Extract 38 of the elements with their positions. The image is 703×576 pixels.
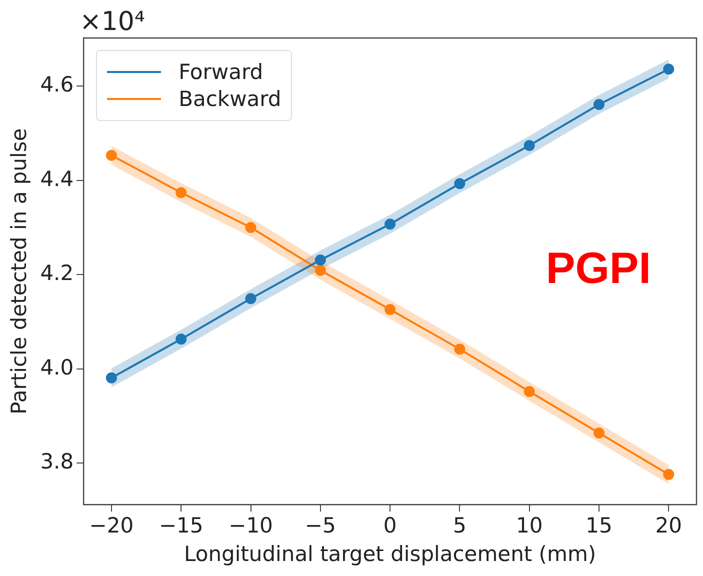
x-tick-label: 10 <box>516 514 543 538</box>
y-tick-label: 3.8 <box>40 450 74 474</box>
x-tick-label: 20 <box>655 514 682 538</box>
x-tick-label: −10 <box>228 514 273 538</box>
legend-label: Backward <box>178 87 282 111</box>
y-tick-label: 4.6 <box>40 72 74 97</box>
point <box>454 344 466 355</box>
point <box>593 427 604 438</box>
y-tick-label: 4.0 <box>40 355 74 380</box>
x-tick-label: 15 <box>586 514 612 538</box>
point <box>384 218 396 230</box>
point <box>245 293 256 304</box>
point <box>663 468 674 480</box>
point <box>524 386 535 397</box>
point <box>245 222 256 233</box>
point <box>593 98 604 110</box>
point <box>176 334 187 345</box>
point <box>454 178 466 190</box>
y-axis-title: Particle detected in a pulse <box>7 128 32 414</box>
x-axis-title: Longitudinal target displacement (mm) <box>184 542 596 566</box>
x-tick-label: 0 <box>383 514 397 538</box>
text: ×10⁴ <box>80 7 145 37</box>
y-tick-label: 4.2 <box>40 261 74 286</box>
point <box>314 264 326 276</box>
x-tick-label: 5 <box>453 514 466 538</box>
point <box>384 304 396 315</box>
point <box>524 140 535 151</box>
y-tick-label: 4.4 <box>40 166 74 191</box>
annotation: PGPI <box>546 244 652 293</box>
point <box>176 187 187 198</box>
x-tick-label: −15 <box>158 514 204 538</box>
point <box>314 254 326 266</box>
point <box>106 150 117 161</box>
x-tick-label: −5 <box>304 514 336 538</box>
legend-label: Forward <box>178 60 264 84</box>
point <box>663 64 674 75</box>
x-tick-label: −20 <box>89 514 134 538</box>
point <box>106 372 117 384</box>
